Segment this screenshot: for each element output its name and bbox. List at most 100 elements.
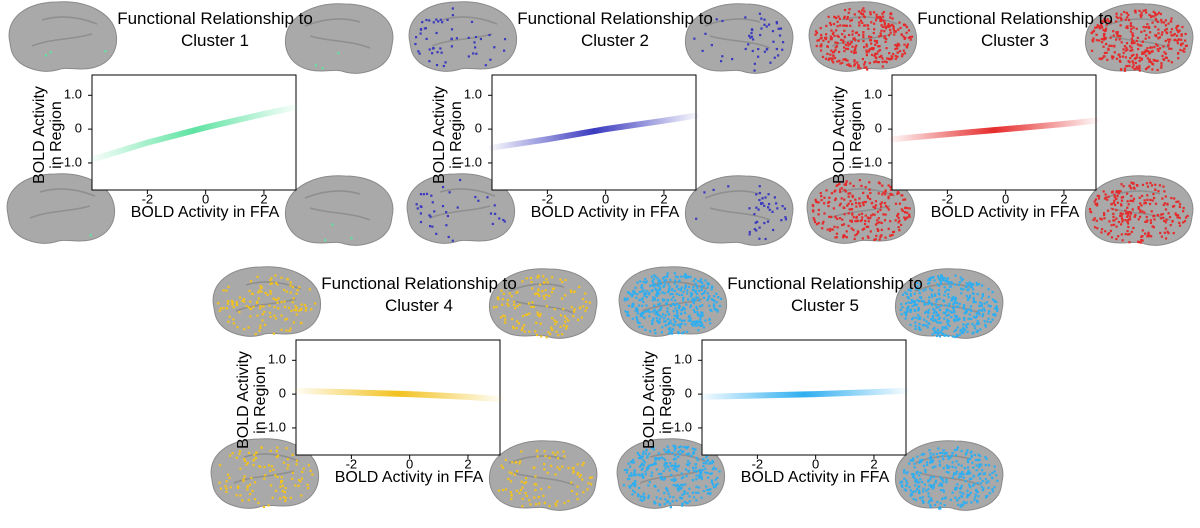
activation: [951, 461, 954, 464]
activation: [1140, 204, 1143, 207]
activation: [242, 478, 245, 481]
activation: [922, 318, 926, 321]
activation: [659, 280, 662, 283]
activation: [938, 308, 942, 312]
activation: [1122, 48, 1125, 51]
activation: [284, 497, 287, 500]
activation: [1141, 52, 1144, 55]
activation: [519, 488, 522, 492]
activation: [573, 308, 576, 311]
activation: [862, 15, 866, 18]
activation: [642, 311, 646, 314]
activation: [864, 219, 867, 223]
activation: [1130, 42, 1133, 45]
activation: [914, 498, 918, 502]
activation: [913, 477, 917, 480]
activation: [831, 51, 835, 54]
activation: [679, 449, 682, 452]
activation: [236, 326, 239, 329]
activation: [841, 32, 844, 36]
activation: [844, 190, 848, 193]
activation: [940, 274, 943, 277]
activation: [861, 9, 864, 12]
activation: [697, 491, 700, 495]
activation: [1157, 190, 1160, 193]
activation: [248, 483, 252, 486]
activation: [1153, 59, 1156, 62]
activation: [857, 66, 860, 69]
activation: [874, 223, 878, 226]
activation: [1096, 24, 1099, 27]
activation: [952, 295, 955, 298]
activation: [1128, 211, 1131, 214]
activation: [577, 471, 580, 475]
activation: [1162, 21, 1166, 24]
activation: [828, 196, 831, 199]
activation: [1111, 190, 1114, 193]
activation: [765, 47, 769, 51]
activation: [655, 292, 659, 295]
activation: [537, 495, 540, 499]
activation: [938, 463, 941, 466]
activation: [1134, 213, 1137, 217]
activation: [1146, 66, 1149, 69]
activation: [966, 330, 969, 333]
activation: [876, 228, 879, 231]
activation: [626, 313, 629, 316]
activation: [637, 495, 640, 498]
activation: [710, 481, 714, 484]
activation: [437, 20, 440, 23]
activation: [855, 205, 858, 208]
activation: [939, 279, 942, 282]
activation: [750, 35, 754, 38]
panel-graphics: 1.00-1.0-2 0 2: [6, 1, 394, 246]
activation: [766, 220, 770, 223]
activation: [897, 226, 900, 229]
activation: [491, 222, 494, 226]
activation: [652, 445, 655, 449]
activation: [299, 308, 303, 311]
activation: [955, 470, 958, 473]
brain: [488, 440, 598, 511]
activation: [659, 308, 662, 311]
activation: [935, 452, 938, 456]
activation: [975, 281, 978, 284]
activation: [960, 449, 963, 453]
brain-surface: [6, 173, 116, 244]
activation: [829, 38, 832, 41]
activation: [708, 462, 711, 465]
panel: 1.0 0 -1.0 -2 0 2 Functional Relationship to C…: [610, 265, 1010, 525]
activation: [947, 334, 950, 338]
activation: [512, 327, 515, 330]
activation: [1154, 183, 1157, 186]
activation: [972, 301, 975, 304]
activation: [943, 452, 946, 456]
activation: [640, 284, 644, 287]
activation: [248, 493, 252, 496]
activation: [1169, 31, 1172, 34]
activation: [690, 322, 693, 325]
activation: [1131, 66, 1134, 69]
activation: [548, 456, 551, 459]
activation: [1164, 195, 1167, 198]
activation: [289, 281, 292, 284]
activation: [929, 452, 932, 455]
y-tick-label: 1.0: [64, 87, 82, 102]
activation: [1148, 60, 1151, 63]
activation: [1115, 197, 1118, 201]
activation: [447, 235, 450, 239]
activation: [944, 334, 947, 337]
activation: [956, 499, 959, 502]
activation: [854, 39, 857, 42]
activation: [760, 202, 763, 205]
activation: [710, 288, 713, 291]
activation: [946, 323, 950, 326]
activation: [700, 476, 703, 479]
activation: [644, 328, 647, 331]
activation: [969, 477, 972, 480]
activation: [268, 311, 272, 314]
activation: [846, 204, 849, 207]
activation: [642, 316, 646, 319]
activation: [972, 315, 976, 318]
